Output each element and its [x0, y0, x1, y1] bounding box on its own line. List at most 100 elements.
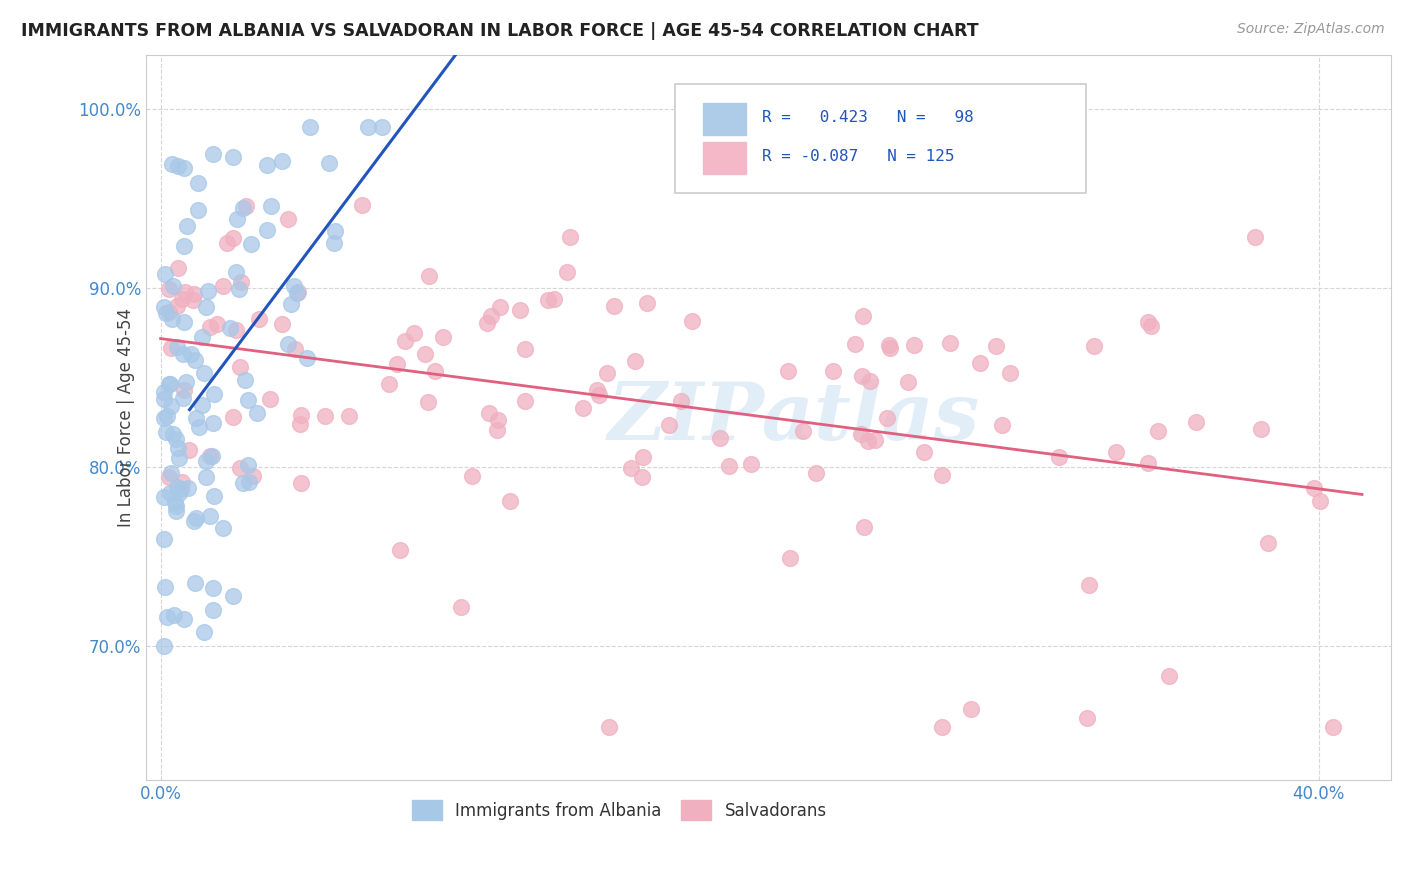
Point	[1137, 456, 1160, 470]
Point	[1000, 366, 1022, 380]
Point	[222, 410, 245, 425]
Point	[228, 282, 250, 296]
Point	[160, 157, 183, 171]
Point	[1047, 450, 1070, 464]
Point	[572, 401, 595, 416]
Point	[1146, 425, 1168, 439]
Point	[260, 198, 283, 212]
Point	[157, 282, 180, 296]
Point	[184, 410, 207, 425]
Point	[624, 353, 647, 368]
Point	[256, 158, 278, 172]
Point	[903, 338, 925, 352]
Point	[160, 312, 183, 326]
Point	[259, 392, 281, 406]
Point	[681, 314, 703, 328]
Point	[198, 449, 221, 463]
Point	[201, 449, 224, 463]
Point	[156, 409, 179, 424]
Point	[288, 417, 311, 431]
Point	[167, 451, 190, 466]
Point	[776, 364, 799, 378]
Point	[191, 398, 214, 412]
Point	[859, 374, 882, 388]
Point	[1083, 339, 1105, 353]
Point	[277, 212, 299, 227]
Point	[165, 432, 187, 446]
Point	[1322, 720, 1344, 734]
Point	[1076, 711, 1098, 725]
Point	[630, 470, 652, 484]
Point	[853, 519, 876, 533]
Point	[779, 550, 801, 565]
Point	[709, 431, 731, 445]
Point	[163, 608, 186, 623]
Point	[152, 392, 174, 407]
Point	[152, 639, 174, 653]
Point	[205, 317, 228, 331]
Point	[897, 375, 920, 389]
Point	[287, 285, 309, 300]
Point	[271, 317, 294, 331]
Point	[658, 417, 681, 432]
Text: ZIPatlas: ZIPatlas	[607, 379, 980, 457]
Point	[194, 454, 217, 468]
Point	[513, 393, 536, 408]
Point	[197, 285, 219, 299]
Y-axis label: In Labor Force | Age 45-54: In Labor Force | Age 45-54	[117, 309, 135, 527]
Point	[242, 469, 264, 483]
Point	[486, 412, 509, 426]
Point	[285, 286, 308, 301]
Point	[865, 433, 887, 447]
Point	[172, 347, 194, 361]
Point	[1244, 229, 1267, 244]
Point	[162, 278, 184, 293]
Point	[225, 322, 247, 336]
Point	[299, 120, 322, 134]
Point	[226, 211, 249, 226]
Point	[984, 339, 1007, 353]
Point	[912, 444, 935, 458]
Point	[172, 475, 194, 490]
Point	[177, 481, 200, 495]
Point	[322, 235, 344, 250]
Point	[603, 299, 626, 313]
Point	[159, 485, 181, 500]
Point	[193, 624, 215, 639]
Point	[318, 156, 340, 170]
Point	[413, 347, 436, 361]
Point	[198, 509, 221, 524]
Point	[195, 469, 218, 483]
Text: R =   0.423   N =   98: R = 0.423 N = 98	[762, 110, 974, 125]
Point	[165, 499, 187, 513]
Point	[256, 223, 278, 237]
Point	[1137, 315, 1160, 329]
Point	[558, 230, 581, 244]
Point	[173, 612, 195, 626]
Point	[159, 341, 181, 355]
Point	[477, 406, 499, 420]
Point	[418, 268, 440, 283]
Point	[402, 326, 425, 340]
Point	[236, 393, 259, 408]
Point	[247, 312, 270, 326]
Point	[1077, 578, 1099, 592]
Point	[536, 293, 558, 308]
Point	[856, 434, 879, 449]
Point	[231, 275, 253, 289]
Point	[852, 309, 875, 323]
Point	[240, 237, 263, 252]
Point	[931, 467, 953, 482]
Point	[153, 267, 176, 281]
Point	[173, 238, 195, 252]
Point	[290, 476, 312, 491]
Point	[235, 199, 257, 213]
Point	[931, 720, 953, 734]
Point	[876, 411, 898, 425]
Point	[215, 235, 238, 250]
Point	[152, 411, 174, 425]
Point	[183, 287, 205, 301]
Point	[170, 292, 193, 306]
Point	[212, 278, 235, 293]
Point	[418, 394, 440, 409]
